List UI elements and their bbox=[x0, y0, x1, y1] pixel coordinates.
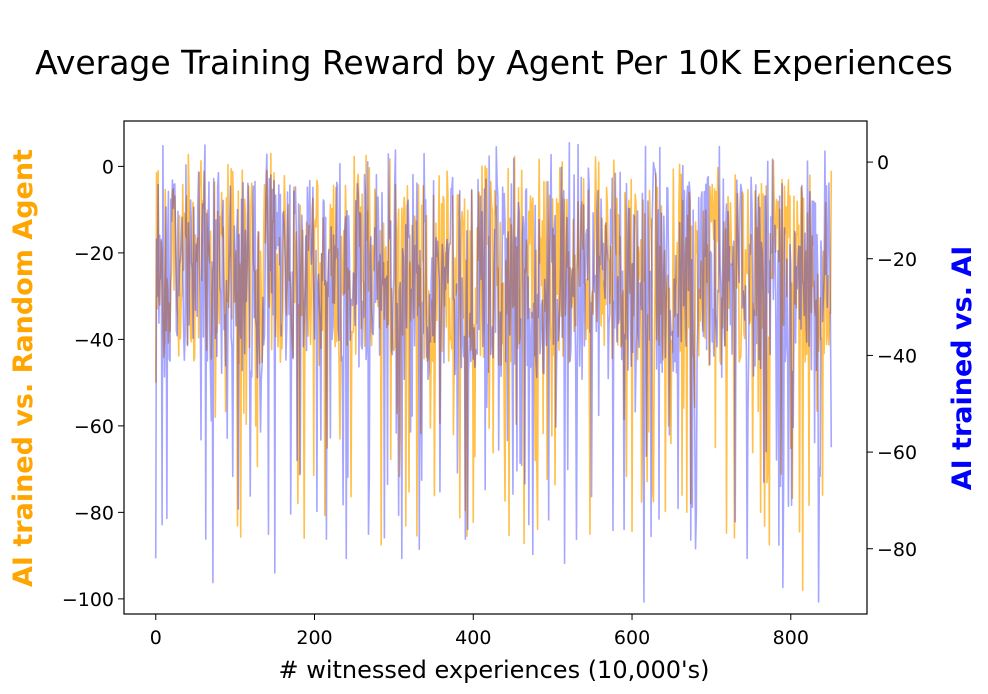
x-tick-label: 800 bbox=[773, 627, 809, 649]
x-axis-label: # witnessed experiences (10,000's) bbox=[278, 656, 709, 684]
left-y-tick-label: −40 bbox=[74, 329, 114, 351]
x-tick-label: 200 bbox=[296, 627, 332, 649]
series-group bbox=[154, 141, 833, 603]
left-y-axis: 0 −20 −40 −60 −80 −100 bbox=[62, 156, 124, 611]
left-y-tick-label: −20 bbox=[74, 243, 114, 265]
left-y-tick-label: −60 bbox=[74, 416, 114, 438]
left-y-axis-label: AI trained vs. Random Agent bbox=[8, 149, 39, 587]
x-tick-label: 400 bbox=[455, 627, 491, 649]
right-y-axis: 0 −20 −40 −60 −80 bbox=[867, 152, 917, 561]
right-y-tick-label: −40 bbox=[877, 345, 917, 367]
right-y-axis-label: AI trained vs. AI bbox=[947, 246, 978, 491]
plot-frame bbox=[123, 120, 868, 615]
right-y-tick-label: 0 bbox=[877, 152, 889, 174]
left-y-tick-label: −80 bbox=[74, 502, 114, 524]
x-axis: 0 200 400 600 800 bbox=[150, 614, 809, 649]
series-line-left bbox=[154, 152, 833, 592]
right-y-tick-label: −80 bbox=[877, 539, 917, 561]
chart-title: Average Training Reward by Agent Per 10K… bbox=[35, 43, 953, 82]
left-y-tick-label: −100 bbox=[62, 589, 114, 611]
left-y-tick-label: 0 bbox=[102, 156, 114, 178]
series-line-right bbox=[154, 141, 833, 603]
x-tick-label: 0 bbox=[150, 627, 162, 649]
x-tick-label: 600 bbox=[614, 627, 650, 649]
right-y-tick-label: −20 bbox=[877, 249, 917, 271]
right-y-tick-label: −60 bbox=[877, 442, 917, 464]
